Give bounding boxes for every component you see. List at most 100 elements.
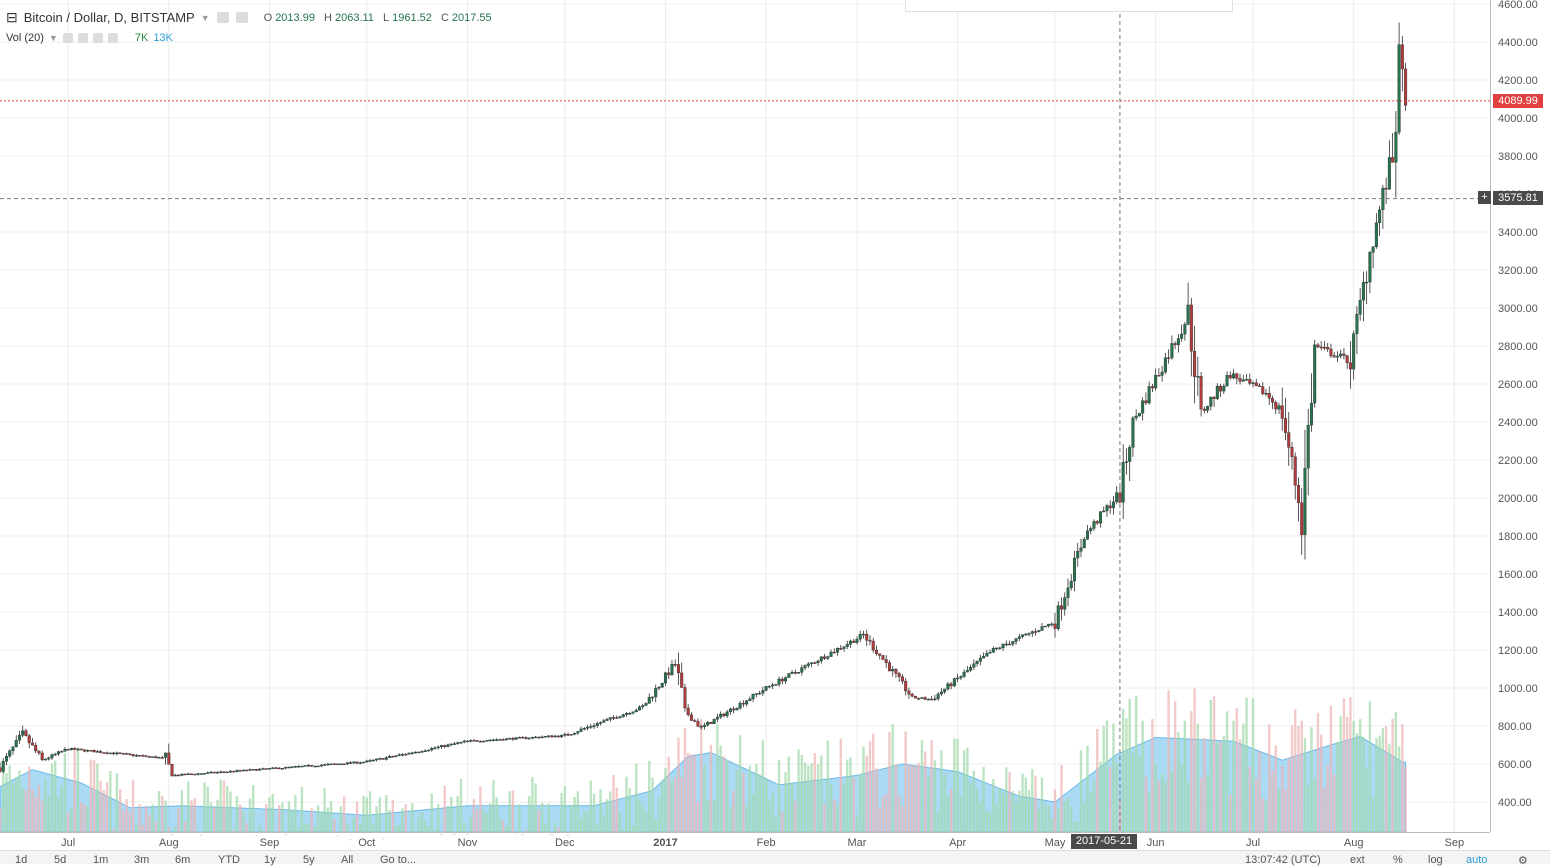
collapse-icon[interactable]: ⊟ [6, 9, 18, 25]
volume-bar [862, 746, 865, 832]
volume-bar [686, 752, 690, 832]
volume-bar [475, 809, 479, 832]
range-5d[interactable]: 5d [54, 854, 67, 866]
volume-bar [696, 801, 700, 832]
range-6m[interactable]: 6m [175, 854, 191, 866]
candle-up [495, 739, 499, 741]
volume-bar [261, 830, 265, 832]
volume-bar [1206, 774, 1209, 832]
volume-bar [943, 774, 946, 832]
eye-icon[interactable] [62, 33, 73, 43]
volume-bar [1313, 778, 1316, 832]
volume-bar [910, 765, 914, 832]
gear-icon[interactable] [77, 33, 88, 43]
auto-toggle[interactable]: auto [1466, 854, 1488, 866]
candle-up [933, 698, 937, 700]
candle-up [797, 671, 801, 674]
price-tick-label: 4000.00 [1498, 113, 1538, 125]
candle-down [1150, 386, 1154, 389]
candle-up [384, 757, 388, 760]
candle-up [469, 740, 473, 742]
range-all[interactable]: All [341, 854, 354, 866]
candle-down [125, 753, 129, 755]
close-icon[interactable] [107, 33, 118, 43]
volume-bar [885, 793, 888, 832]
volume-bar [359, 824, 362, 832]
candle-down [501, 739, 505, 741]
candle-down [1290, 447, 1294, 457]
candle-up [1215, 385, 1219, 399]
plus-icon[interactable] [92, 33, 103, 43]
volume-bar [771, 793, 774, 832]
candle-up [420, 751, 424, 753]
volume-bar [690, 754, 693, 832]
chevron-down-icon[interactable]: ▼ [200, 12, 210, 23]
range-3m[interactable]: 3m [134, 854, 150, 866]
percent-toggle[interactable]: % [1393, 854, 1403, 866]
candle-up [926, 698, 930, 701]
candle-down [732, 708, 736, 711]
volume-bar [836, 805, 839, 832]
candle-down [245, 769, 249, 772]
candle-up [225, 771, 229, 774]
settings-icon[interactable] [216, 12, 229, 23]
price-tick-label: 1000.00 [1498, 683, 1538, 695]
volume-bar [855, 815, 859, 832]
volume-label[interactable]: Vol (20) [6, 32, 44, 44]
volume-bar [1018, 790, 1021, 832]
volume-bar [446, 805, 450, 832]
candle-down [105, 752, 109, 754]
volume-bar [200, 834, 203, 836]
candle-down [34, 745, 38, 752]
volume-bar [1264, 799, 1268, 832]
ext-toggle[interactable]: ext [1350, 854, 1365, 866]
goto-button[interactable]: Go to... [380, 854, 417, 866]
candle-down [24, 730, 28, 736]
volume-bar [1222, 735, 1226, 832]
price-tick-label: 1600.00 [1498, 569, 1538, 581]
symbol-title[interactable]: Bitcoin / Dollar, D, BITSTAMP [23, 10, 195, 25]
volume-bar [232, 830, 235, 832]
range-ytd[interactable]: YTD [218, 854, 240, 866]
candle-up [1160, 371, 1164, 376]
candle-down [1212, 397, 1216, 399]
range-1m[interactable]: 1m [93, 854, 109, 866]
volume-bar [284, 834, 287, 836]
candle-down [1144, 400, 1148, 404]
candle-up [1047, 623, 1051, 627]
volume-bar [745, 805, 748, 832]
range-1y[interactable]: 1y [264, 854, 276, 866]
candle-down [699, 726, 703, 728]
volume-bar [28, 766, 31, 832]
time-tick-label: Aug [1344, 837, 1364, 849]
volume-bar [57, 796, 60, 832]
volume-bar [102, 790, 106, 832]
range-5y[interactable]: 5y [303, 854, 315, 866]
time-tick-label: Aug [159, 837, 179, 849]
range-1d[interactable]: 1d [15, 854, 28, 866]
volume-bar [985, 811, 989, 832]
candle-up [1222, 385, 1226, 392]
volume-bar [394, 825, 398, 832]
volume-bar [651, 777, 654, 832]
volume-bar [277, 805, 281, 832]
volume-bar [1355, 733, 1359, 832]
volume-bar [1394, 712, 1398, 832]
candle-down [683, 687, 687, 709]
log-toggle[interactable]: log [1428, 854, 1443, 866]
gear-icon[interactable]: ⚙ [1518, 855, 1528, 867]
add-alert-button[interactable]: + [1478, 191, 1491, 204]
candle-up [1, 761, 5, 772]
candle-up [1115, 492, 1119, 503]
volume-bar [320, 811, 323, 832]
volume-bar [829, 784, 833, 832]
volume-bar [427, 825, 430, 832]
candle-up [115, 752, 119, 755]
candle-up [151, 756, 155, 758]
volume-bar [1063, 801, 1066, 832]
last-price-badge: 4089.99 [1493, 93, 1543, 108]
hide-icon[interactable] [235, 12, 248, 23]
volume-bar [699, 718, 703, 832]
chevron-down-icon[interactable]: ▼ [48, 33, 58, 43]
